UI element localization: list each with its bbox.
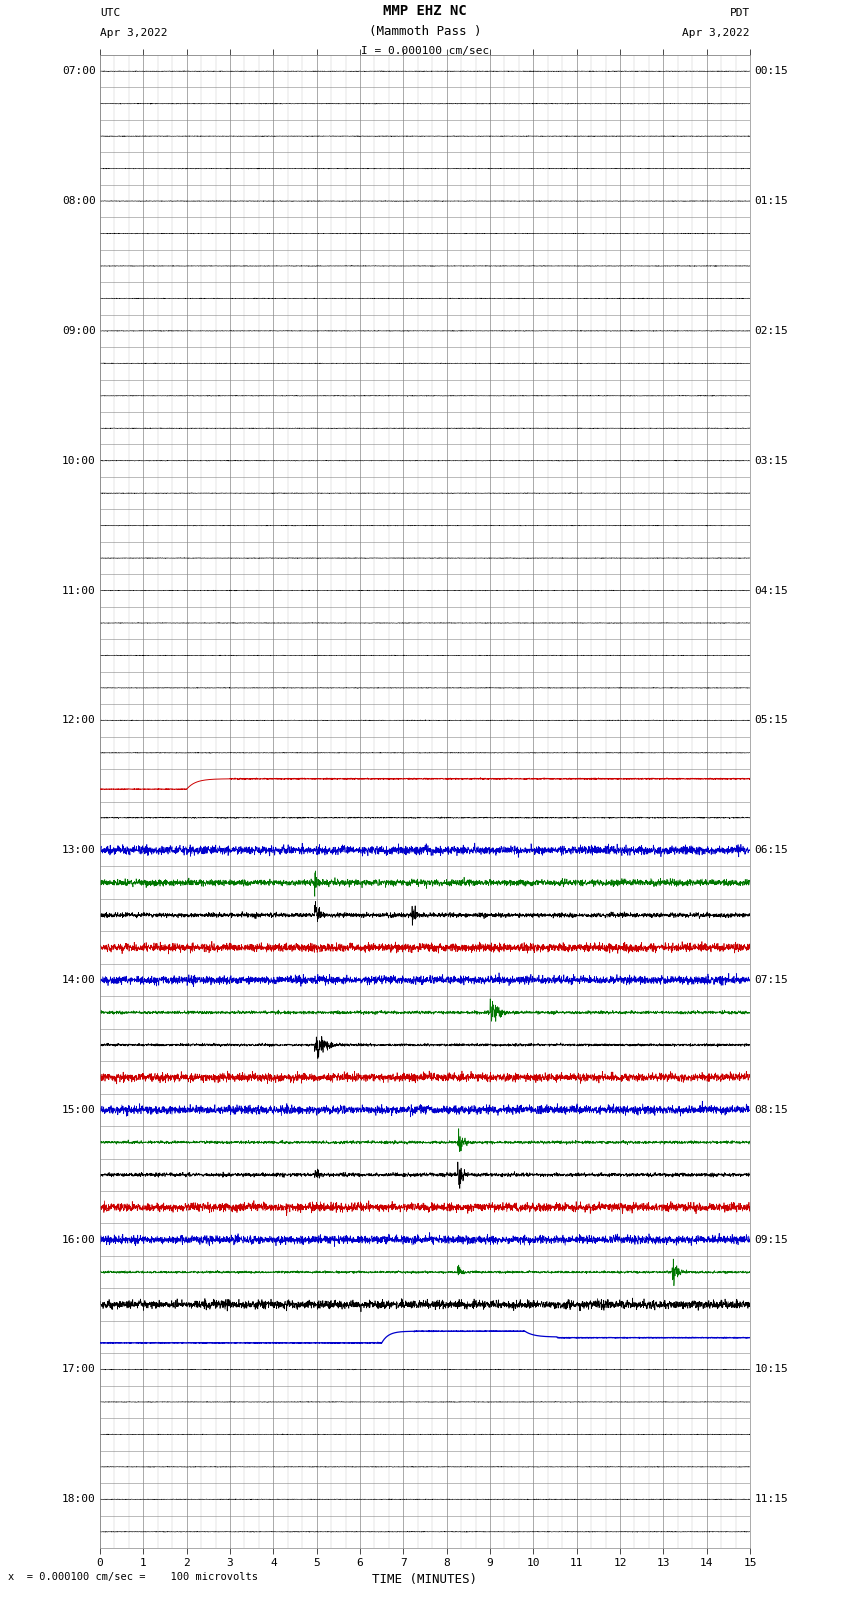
X-axis label: TIME (MINUTES): TIME (MINUTES): [372, 1573, 478, 1586]
Text: 07:00: 07:00: [62, 66, 96, 76]
Text: Apr 3,2022: Apr 3,2022: [100, 27, 167, 37]
Text: 00:15: 00:15: [754, 66, 788, 76]
Text: 09:00: 09:00: [62, 326, 96, 336]
Text: 10:00: 10:00: [62, 456, 96, 466]
Text: 08:15: 08:15: [754, 1105, 788, 1115]
Text: 05:15: 05:15: [754, 715, 788, 726]
Text: 11:15: 11:15: [754, 1494, 788, 1505]
Text: 01:15: 01:15: [754, 197, 788, 206]
Text: 16:00: 16:00: [62, 1234, 96, 1245]
Text: 17:00: 17:00: [62, 1365, 96, 1374]
Text: 08:00: 08:00: [62, 197, 96, 206]
Text: 02:15: 02:15: [754, 326, 788, 336]
Text: 13:00: 13:00: [62, 845, 96, 855]
Text: 14:00: 14:00: [62, 974, 96, 986]
Text: Apr 3,2022: Apr 3,2022: [683, 27, 750, 37]
Text: UTC: UTC: [100, 8, 120, 18]
Text: 07:15: 07:15: [754, 974, 788, 986]
Text: 18:00: 18:00: [62, 1494, 96, 1505]
Text: 09:15: 09:15: [754, 1234, 788, 1245]
Text: 04:15: 04:15: [754, 586, 788, 595]
Text: 11:00: 11:00: [62, 586, 96, 595]
Text: (Mammoth Pass ): (Mammoth Pass ): [369, 26, 481, 39]
Text: 15:00: 15:00: [62, 1105, 96, 1115]
Text: MMP EHZ NC: MMP EHZ NC: [383, 5, 467, 18]
Text: 10:15: 10:15: [754, 1365, 788, 1374]
Text: PDT: PDT: [730, 8, 750, 18]
Text: 06:15: 06:15: [754, 845, 788, 855]
Text: I = 0.000100 cm/sec: I = 0.000100 cm/sec: [361, 47, 489, 56]
Text: 03:15: 03:15: [754, 456, 788, 466]
Text: x  = 0.000100 cm/sec =    100 microvolts: x = 0.000100 cm/sec = 100 microvolts: [8, 1573, 258, 1582]
Text: 12:00: 12:00: [62, 715, 96, 726]
